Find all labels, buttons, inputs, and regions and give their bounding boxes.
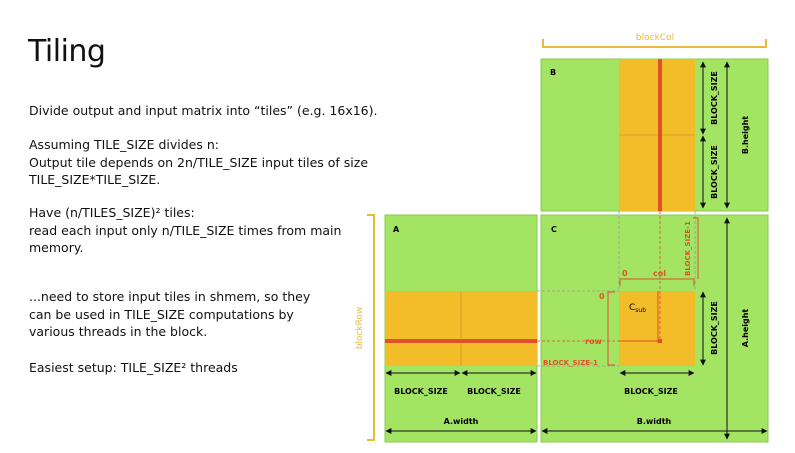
text-line: Assuming TILE_SIZE divides n: [29, 137, 219, 152]
row-index-bracket [607, 291, 615, 366]
slide-title: Tiling [28, 34, 106, 69]
text-line: TILE_SIZE*TILE_SIZE. [29, 172, 161, 187]
paragraph-setup: Easiest setup: TILE_SIZE² threads [29, 359, 238, 377]
matrix-b: B BLOCK_SIZE BLOCK_SIZE B.height [540, 58, 769, 212]
col-zero-label: 0 [622, 269, 628, 278]
row-label: row [585, 337, 602, 346]
text-line: Easiest setup: TILE_SIZE² threads [29, 360, 238, 375]
b-width-label: B.width [637, 417, 672, 426]
matrix-b-highlight-column [658, 59, 662, 211]
row-zero-label: 0 [599, 292, 605, 301]
text-line: Output tile depends on 2n/TILE_SIZE inpu… [29, 154, 369, 170]
c-block-size-bottom-label: BLOCK_SIZE [624, 387, 678, 396]
matrix-a-highlight-row [385, 339, 537, 343]
text-line: can be used in TILE_SIZE computations by [29, 306, 294, 322]
col-index-bracket [619, 278, 695, 286]
text-line: read each input only n/TILE_SIZE times f… [29, 222, 342, 238]
text-line: Divide output and input matrix into “til… [29, 103, 378, 118]
c-sub-label: Csub [629, 303, 646, 314]
b-block-size-top-label: BLOCK_SIZE [710, 71, 719, 125]
matrix-c-label: C [551, 225, 557, 234]
block-size-minus-1-vertical-label: BLOCK_SIZE-1 [684, 221, 692, 276]
text-line: various threads in the block. [29, 324, 208, 339]
text-line: ...need to store input tiles in shmem, s… [29, 289, 311, 304]
a-width-label: A.width [444, 417, 479, 426]
c-sub-main: C [629, 303, 635, 313]
c-sub-tile [619, 291, 695, 366]
a-block-size-1-label: BLOCK_SIZE [394, 387, 448, 396]
b-height-label: B.height [741, 116, 750, 154]
block-row-label: blockRow [355, 307, 365, 350]
matrix-c: C 0 col BLOCK_SIZE-1 0 row BLOCK_SIZE-1 … [537, 211, 769, 443]
matrix-a-label: A [393, 225, 400, 234]
block-col-label: blockCol [636, 33, 674, 43]
block-row-bracket: blockRow [355, 214, 375, 441]
a-block-size-2-label: BLOCK_SIZE [467, 387, 521, 396]
block-size-minus-1-horizontal-label: BLOCK_SIZE-1 [543, 359, 598, 367]
c-block-size-right-label: BLOCK_SIZE [710, 301, 719, 355]
col-index-tick [693, 217, 699, 279]
text-line: Have (n/TILES_SIZE)² tiles: [29, 205, 195, 220]
paragraph-shmem: ...need to store input tiles in shmem, s… [29, 288, 310, 341]
paragraph-tile-count: Have (n/TILES_SIZE)² tiles: read each in… [29, 204, 341, 257]
b-block-size-bottom-label: BLOCK_SIZE [710, 145, 719, 199]
matrix-b-label: B [550, 68, 556, 77]
block-col-bracket: blockCol [542, 33, 767, 48]
c-sub-subscript: sub [635, 307, 646, 314]
a-height-label: A.height [741, 309, 750, 348]
col-label: col [653, 269, 666, 278]
text-line: memory. [29, 240, 84, 255]
paragraph-tiles-intro: Divide output and input matrix into “til… [29, 102, 377, 120]
c-element-marker [658, 339, 662, 343]
paragraph-assumption: Assuming TILE_SIZE divides n: Output til… [29, 136, 368, 189]
matrix-a: A BLOCK_SIZE BLOCK_SIZE A.width [384, 214, 538, 443]
